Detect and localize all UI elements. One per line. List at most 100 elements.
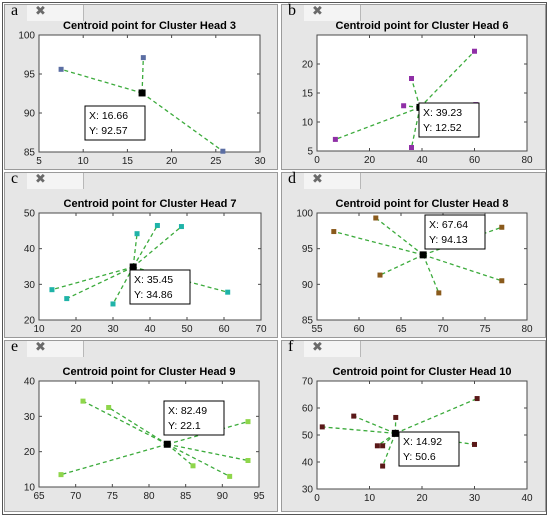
y-tick-label: 10 [302,118,314,129]
chart-panel-a: ✖ a Centroid point for Cluster Head 3 5 10 15… [4,2,278,170]
x-tick-label: 30 [107,324,119,335]
centroid-link [395,432,475,446]
cluster-point [245,458,251,463]
centroid-link [82,400,168,445]
datatip-box [129,269,191,305]
centroid-marker[interactable] [129,263,137,271]
cluster-point [106,405,112,410]
figure-tab[interactable]: ✖ [304,340,361,357]
y-tick-label: 85 [302,316,314,327]
close-icon[interactable]: ✖ [312,340,323,355]
y-tick-label: 100 [296,209,313,220]
centroid-link [166,443,230,477]
chart-title: Centroid point for Cluster Head 7 [64,198,237,210]
panel-letter: d [288,170,296,187]
centroid-link [132,225,158,268]
chart-svg: Centroid point for Cluster Head 10 0 10 20 3… [302,366,533,504]
centroid-marker[interactable] [163,440,171,448]
centroid-link [141,57,144,93]
x-tick-label: 50 [181,324,193,335]
datatip-box [84,105,146,141]
panel-letter: c [11,170,19,187]
centroid-marker[interactable] [391,429,399,437]
x-tick-label: 15 [122,156,134,167]
datatip[interactable]: X: 35.45 Y: 34.86 [129,269,191,305]
plot-area [316,212,528,321]
y-tick-label: 90 [302,280,314,291]
cluster-point [154,222,160,228]
datatip-x: X: 82.49 [168,405,207,417]
close-icon[interactable]: ✖ [35,172,46,187]
x-tick-label: 80 [143,491,155,502]
cluster-point [377,272,383,278]
cluster-point [178,224,184,230]
chart-panel-b: ✖ b Centroid point for Cluster Head 6 0 20 40… [281,2,546,170]
centroid-link [166,443,194,467]
figure-tab[interactable]: ✖ [27,172,84,189]
datatip-y: Y: 94.13 [429,234,468,246]
cluster-point [110,301,116,307]
datatip-x: X: 67.64 [429,219,468,231]
x-tick-label: 30 [469,493,481,504]
centroid-link [60,68,143,94]
centroid-marker[interactable] [419,251,427,259]
centroid-link [382,433,396,467]
cluster-point [64,296,70,302]
x-tick-label: 40 [416,155,428,166]
chart-title: Centroid point for Cluster Head 10 [332,366,511,378]
datatip-x: X: 16.66 [89,110,128,122]
centroid-link [322,426,396,435]
datatip[interactable]: X: 16.66 Y: 92.57 [84,105,146,141]
x-tick-label: 20 [166,156,178,167]
centroid-link [410,78,421,108]
datatip[interactable]: X: 82.49 Y: 22.1 [163,400,225,436]
cluster-point [351,413,357,419]
x-tick-label: 60 [353,324,365,335]
y-tick-label: 70 [302,377,314,388]
centroid-link [379,254,424,276]
cluster-point [409,145,414,151]
x-tick-label: 40 [144,324,156,335]
x-tick-label: 5 [36,156,42,167]
datatip[interactable]: X: 67.64 Y: 94.13 [424,214,486,250]
y-tick-label: 95 [302,244,314,255]
panel-letter: e [11,338,19,355]
figure-tab[interactable]: ✖ [304,4,361,21]
close-icon[interactable]: ✖ [35,340,46,355]
cluster-point [380,443,386,449]
chart-svg: Centroid point for Cluster Head 6 0 20 40 60… [302,20,533,166]
centroid-marker[interactable] [138,89,146,97]
cluster-point [472,48,477,54]
figure-tab[interactable]: ✖ [304,172,361,189]
chart-svg: Centroid point for Cluster Head 8 55 60 65 7… [296,198,533,335]
x-tick-label: 70 [437,324,449,335]
cluster-point [374,443,380,449]
cluster-point [319,424,325,430]
cluster-point [331,229,337,235]
y-tick-label: 30 [302,485,314,496]
plot-area [38,34,261,153]
figure-tab[interactable]: ✖ [27,4,84,21]
datatip[interactable]: X: 39.23 Y: 12.52 [418,102,480,138]
cluster-point [134,231,140,237]
figure-tab[interactable]: ✖ [27,340,84,357]
close-icon[interactable]: ✖ [312,4,323,19]
close-icon[interactable]: ✖ [312,172,323,187]
cluster-point [373,215,379,221]
cluster-point [499,224,505,230]
datatip-y: Y: 12.52 [423,122,462,134]
cluster-point [472,441,477,447]
x-tick-label: 65 [395,324,407,335]
datatip-box [424,214,486,250]
datatip-y: Y: 50.6 [403,451,436,463]
y-tick-label: 10 [24,483,36,494]
close-icon[interactable]: ✖ [35,4,46,19]
datatip[interactable]: X: 14.92 Y: 50.6 [398,431,460,467]
cluster-point [58,472,64,478]
datatip-y: Y: 22.1 [168,420,201,432]
y-tick-label: 90 [24,109,36,120]
datatip-box [398,431,460,467]
y-tick-label: 85 [24,148,36,159]
datatip-box [418,102,480,138]
cluster-point [474,396,480,402]
